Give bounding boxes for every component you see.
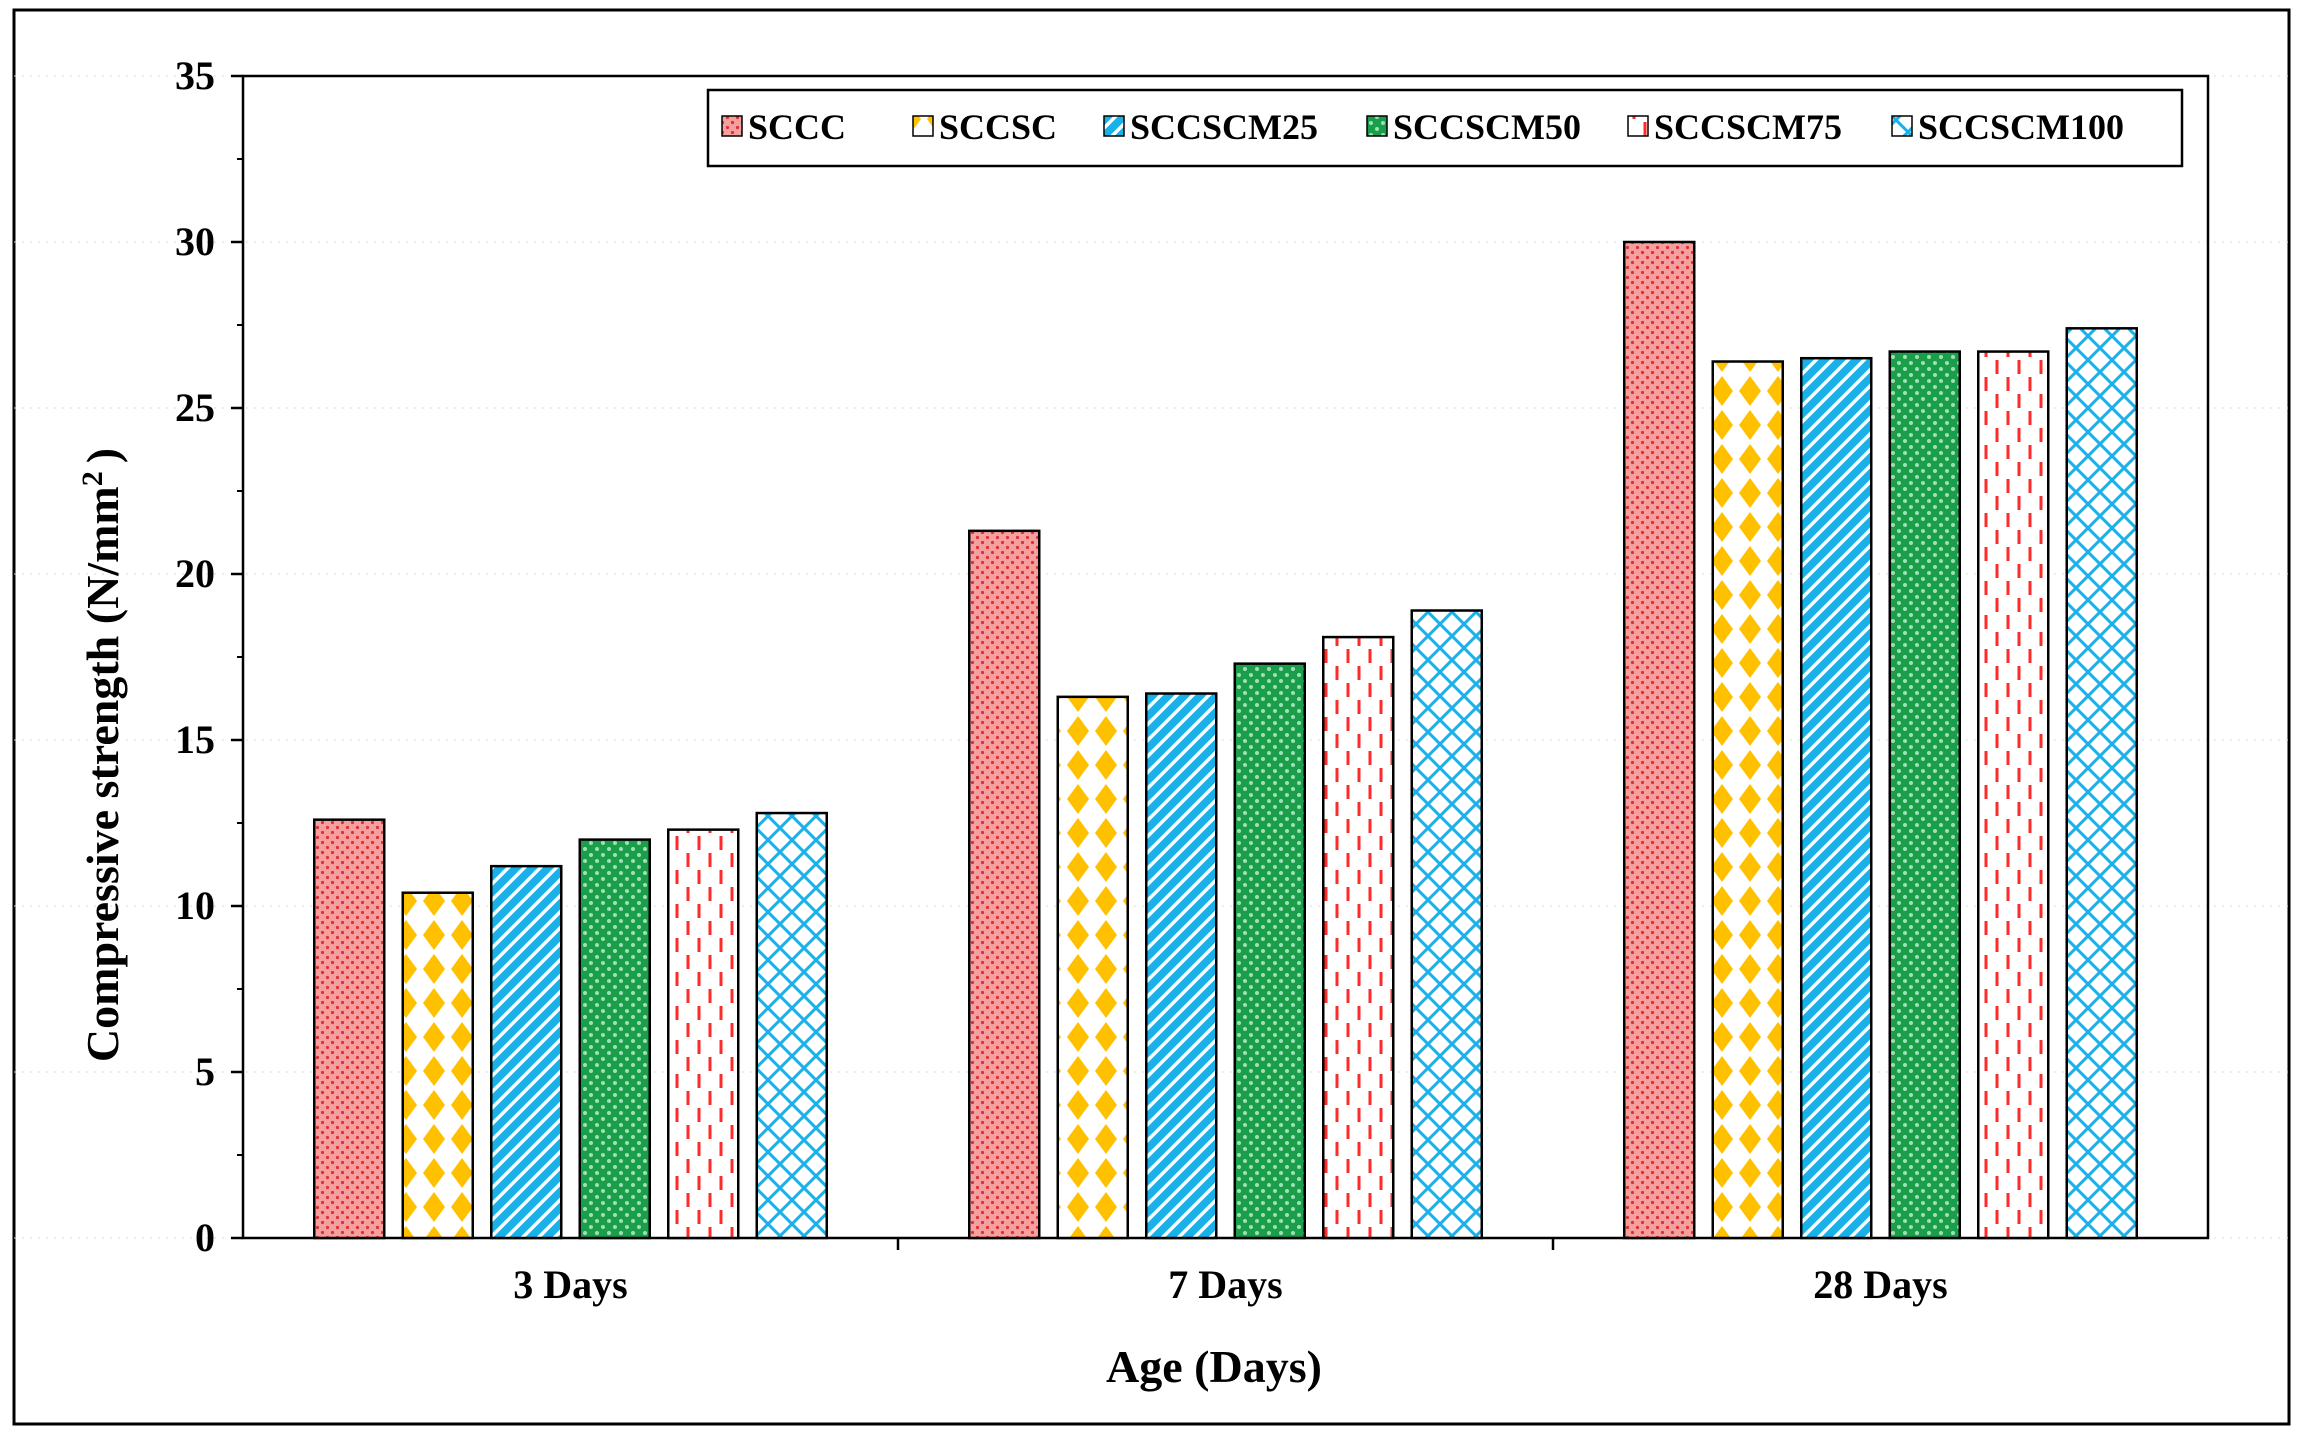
x-axis: 3 Days 7 Days 28 Days	[513, 1238, 1948, 1307]
x-tick-label: 7 Days	[1168, 1262, 1282, 1307]
bar-sccscm50-3-days	[578, 838, 651, 1240]
bar-sccscm75-3-days	[667, 828, 740, 1240]
y-tick-label: 10	[175, 883, 215, 928]
x-tick-label: 28 Days	[1813, 1262, 1947, 1307]
legend-label-sccscm75: SCCSCM75	[1654, 107, 1842, 147]
y-tick-label: 0	[195, 1215, 215, 1260]
bar-sccsc-3-days	[401, 891, 474, 1240]
y-tick-label: 15	[175, 717, 215, 762]
bar-sccscm25-7-days	[1145, 692, 1218, 1240]
bars	[313, 240, 2138, 1240]
y-tick-label: 25	[175, 385, 215, 430]
legend-swatch-sccscm75	[1627, 115, 1649, 137]
legend: SCCC SCCSC SCCSCM25 SCCSCM50 SCCSCM75 SCCSCM1…	[706, 88, 2184, 168]
bar-sccscm25-28-days	[1800, 356, 1873, 1240]
legend-swatch-sccscm50	[1366, 115, 1388, 137]
legend-box	[706, 88, 2184, 168]
y-tick-label: 30	[175, 219, 215, 264]
legend-swatch-sccsc	[912, 115, 934, 137]
bar-sccscm100-3-days	[755, 811, 828, 1240]
y-axis-title-main: Compressive strength (N/mm	[77, 486, 128, 1062]
legend-swatch-sccscm100	[1891, 115, 1913, 137]
y-tick-label: 35	[175, 53, 215, 98]
legend-label-sccsc: SCCSC	[939, 107, 1057, 147]
bar-sccc-28-days	[1623, 240, 1696, 1240]
y-axis: 0 5 10 15 20 25 30 35	[175, 53, 243, 1260]
x-axis-title: Age (Days)	[1106, 1341, 1322, 1392]
y-tick-label: 5	[195, 1049, 215, 1094]
bar-sccscm75-28-days	[1977, 350, 2050, 1240]
bar-sccscm50-28-days	[1888, 350, 1961, 1240]
bar-sccscm75-7-days	[1322, 635, 1395, 1240]
legend-label-sccscm50: SCCSCM50	[1393, 107, 1581, 147]
bar-sccscm100-7-days	[1410, 609, 1483, 1240]
y-axis-title: Compressive strength (N/mm2)	[76, 448, 128, 1062]
legend-swatch-sccscm25	[1103, 115, 1125, 137]
legend-label-sccscm100: SCCSCM100	[1918, 107, 2124, 147]
legend-label-sccc: SCCC	[748, 107, 846, 147]
bar-sccc-7-days	[968, 529, 1041, 1240]
y-tick-label: 20	[175, 551, 215, 596]
bar-sccscm100-28-days	[2065, 327, 2138, 1240]
y-axis-title-close: )	[77, 448, 128, 463]
bar-sccscm50-7-days	[1233, 662, 1306, 1240]
bar-sccc-3-days	[313, 818, 386, 1240]
bar-sccsc-28-days	[1711, 360, 1784, 1240]
legend-swatch-sccc	[721, 115, 743, 137]
y-axis-title-superscript: 2	[76, 471, 109, 486]
legend-label-sccscm25: SCCSCM25	[1130, 107, 1318, 147]
bar-sccsc-7-days	[1056, 695, 1129, 1240]
bar-sccscm25-3-days	[490, 864, 563, 1240]
x-tick-label: 3 Days	[513, 1262, 627, 1307]
